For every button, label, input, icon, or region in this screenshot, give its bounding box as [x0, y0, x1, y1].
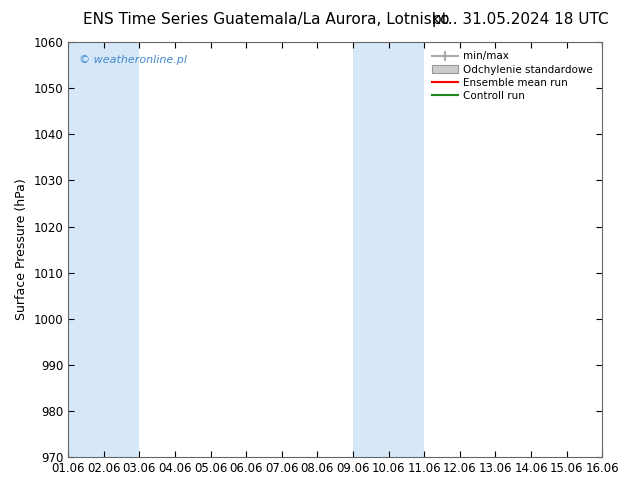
Bar: [68, 42, 139, 457]
Y-axis label: Surface Pressure (hPa): Surface Pressure (hPa): [15, 179, 28, 320]
Bar: [353, 42, 424, 457]
Legend: min/max, Odchylenie standardowe, Ensemble mean run, Controll run: min/max, Odchylenie standardowe, Ensembl…: [428, 47, 597, 105]
Bar: [602, 42, 634, 457]
Text: © weatheronline.pl: © weatheronline.pl: [79, 54, 187, 65]
Text: ENS Time Series Guatemala/La Aurora, Lotnisko: ENS Time Series Guatemala/La Aurora, Lot…: [83, 12, 450, 27]
Text: pt.. 31.05.2024 18 UTC: pt.. 31.05.2024 18 UTC: [432, 12, 608, 27]
